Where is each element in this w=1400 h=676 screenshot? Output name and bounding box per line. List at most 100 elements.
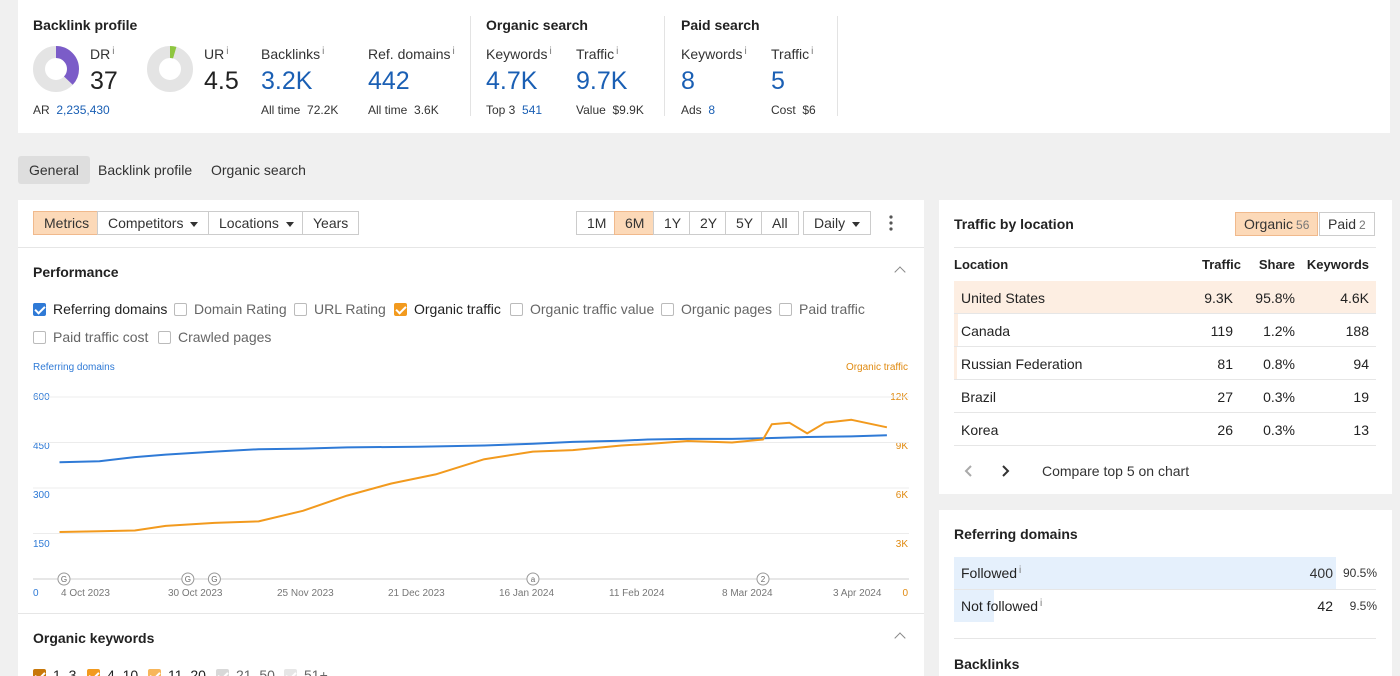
checkbox-kw-11-20[interactable]: 11–20 [148, 667, 206, 676]
svg-text:G: G [211, 575, 217, 584]
checkbox-paid-traffic-cost[interactable]: Paid traffic cost [33, 329, 148, 345]
paid-keywords-value[interactable]: 8 [681, 67, 695, 95]
svg-text:G: G [61, 575, 67, 584]
table-row[interactable]: United States 9.3K 95.8% 4.6K [954, 281, 1376, 314]
checkbox-kw-21-50[interactable]: 21–50 [216, 667, 275, 676]
annotation-marker[interactable]: 2 [756, 572, 770, 586]
annotation-marker[interactable]: G [207, 572, 221, 586]
location-keywords[interactable]: 19 [1353, 389, 1369, 405]
checkbox-organic-traffic-value[interactable]: Organic traffic value [510, 301, 654, 317]
right-tick: 0 [902, 588, 908, 599]
range-5y-button[interactable]: 5Y [725, 211, 765, 235]
checkbox-organic-traffic[interactable]: Organic traffic [394, 301, 501, 317]
backlinks-value[interactable]: 3.2K [261, 67, 313, 95]
checkbox-kw-1-3[interactable]: 1–3 [33, 667, 76, 676]
checkbox-kw-4-10[interactable]: 4–10 [87, 667, 138, 676]
checkbox-referring-domains[interactable]: Referring domains [33, 301, 167, 317]
followed-label: Followed i [961, 565, 1022, 581]
chevron-down-icon [190, 221, 199, 227]
table-row[interactable]: Korea 26 0.3% 13 [954, 413, 1376, 446]
ref-domains-all-time: All time 3.6K [368, 103, 439, 117]
annotation-marker[interactable]: G [57, 572, 71, 586]
location-share: 0.8% [1263, 356, 1295, 372]
checkbox-paid-traffic[interactable]: Paid traffic [779, 301, 865, 317]
annotation-marker[interactable]: a [526, 572, 540, 586]
traffic-by-location-title: Traffic by location [954, 216, 1074, 232]
referring-domains-line[interactable] [59, 434, 887, 464]
backlink-profile-title: Backlink profile [33, 17, 138, 33]
interval-dropdown[interactable]: Daily [803, 211, 872, 235]
paid-traffic-value[interactable]: 5 [771, 67, 785, 95]
checkbox-organic-pages[interactable]: Organic pages [661, 301, 772, 317]
table-row[interactable]: Russian Federation 81 0.8% 94 [954, 347, 1376, 380]
followed-value[interactable]: 400 [1309, 565, 1333, 581]
organic-toggle[interactable]: Organic 56 [1235, 212, 1319, 236]
tab-backlink-profile[interactable]: Backlink profile [98, 162, 193, 178]
paid-search-title: Paid search [681, 17, 760, 33]
paid-toggle[interactable]: Paid 2 [1319, 212, 1375, 236]
chevron-right-icon[interactable] [1000, 464, 1010, 478]
annotation-marker[interactable]: G [181, 572, 195, 586]
organic-traffic-value[interactable]: 9.7K [576, 67, 628, 95]
ref-domains-value[interactable]: 442 [368, 67, 410, 95]
checkbox-domain-rating[interactable]: Domain Rating [174, 301, 287, 317]
tab-general[interactable]: General [18, 156, 90, 184]
checkbox-crawled-pages[interactable]: Crawled pages [158, 329, 271, 345]
location-name: Russian Federation [961, 356, 1083, 372]
ref-domains-label: Ref. domains i [368, 46, 455, 62]
organic-traffic-value-row: Value $9.9K [576, 103, 644, 117]
backlinks-label: Backlinks i [261, 46, 325, 62]
metrics-button[interactable]: Metrics [33, 211, 101, 235]
locations-dropdown[interactable]: Locations [208, 211, 305, 235]
table-row[interactable]: Brazil 27 0.3% 19 [954, 380, 1376, 413]
location-keywords[interactable]: 94 [1353, 356, 1369, 372]
not-followed-bar [954, 590, 994, 622]
years-button[interactable]: Years [302, 211, 360, 235]
x-tick: 4 Oct 2023 [61, 588, 110, 599]
chevron-down-icon [852, 221, 861, 227]
range-1m-button[interactable]: 1M [576, 211, 618, 235]
overview-stats-card: Backlink profile DR i 37 AR 2,235,430 UR i… [18, 0, 1390, 133]
location-keywords[interactable]: 4.6K [1340, 290, 1369, 306]
divider [954, 589, 1376, 590]
share-bar [954, 347, 957, 379]
location-share: 95.8% [1255, 290, 1295, 306]
tab-organic-search[interactable]: Organic search [211, 162, 306, 178]
location-keywords[interactable]: 13 [1353, 422, 1369, 438]
divider [18, 613, 924, 614]
not-followed-pct: 9.5% [1349, 599, 1377, 613]
x-tick: 25 Nov 2023 [277, 588, 334, 599]
left-tick: 0 [33, 588, 39, 599]
range-all-button[interactable]: All [761, 211, 799, 235]
range-2y-button[interactable]: 2Y [689, 211, 729, 235]
organic-traffic-line[interactable] [59, 418, 888, 533]
checkbox-icon [33, 331, 46, 344]
col-location: Location [954, 257, 1009, 272]
range-6m-button[interactable]: 6M [614, 211, 656, 235]
checkbox-icon [87, 669, 100, 676]
ur-label: UR i [204, 46, 229, 62]
range-1y-button[interactable]: 1Y [653, 211, 693, 235]
ur-value: 4.5 [204, 67, 239, 95]
checkbox-url-rating[interactable]: URL Rating [294, 301, 386, 317]
organic-keywords-value[interactable]: 4.7K [486, 67, 538, 95]
location-traffic: 27 [1217, 389, 1233, 405]
table-row[interactable]: Canada 119 1.2% 188 [954, 314, 1376, 347]
organic-traffic-label: Traffic i [576, 46, 619, 62]
chevron-left-icon[interactable] [964, 464, 974, 478]
location-keywords[interactable]: 188 [1345, 323, 1369, 339]
x-tick: 21 Dec 2023 [388, 588, 445, 599]
location-share: 1.2% [1263, 323, 1295, 339]
checkbox-kw-51-plus[interactable]: 51+ [284, 667, 328, 676]
not-followed-label: Not followed i [961, 598, 1043, 614]
col-share: Share [1258, 257, 1295, 272]
x-tick: 8 Mar 2024 [722, 588, 773, 599]
location-traffic: 26 [1217, 422, 1233, 438]
kebab-icon[interactable] [887, 215, 895, 231]
compare-top5-link[interactable]: Compare top 5 on chart [1042, 463, 1190, 479]
competitors-dropdown[interactable]: Competitors [97, 211, 210, 235]
organic-search-title: Organic search [486, 17, 588, 33]
divider [664, 16, 665, 116]
ar-value[interactable]: 2,235,430 [56, 103, 110, 117]
